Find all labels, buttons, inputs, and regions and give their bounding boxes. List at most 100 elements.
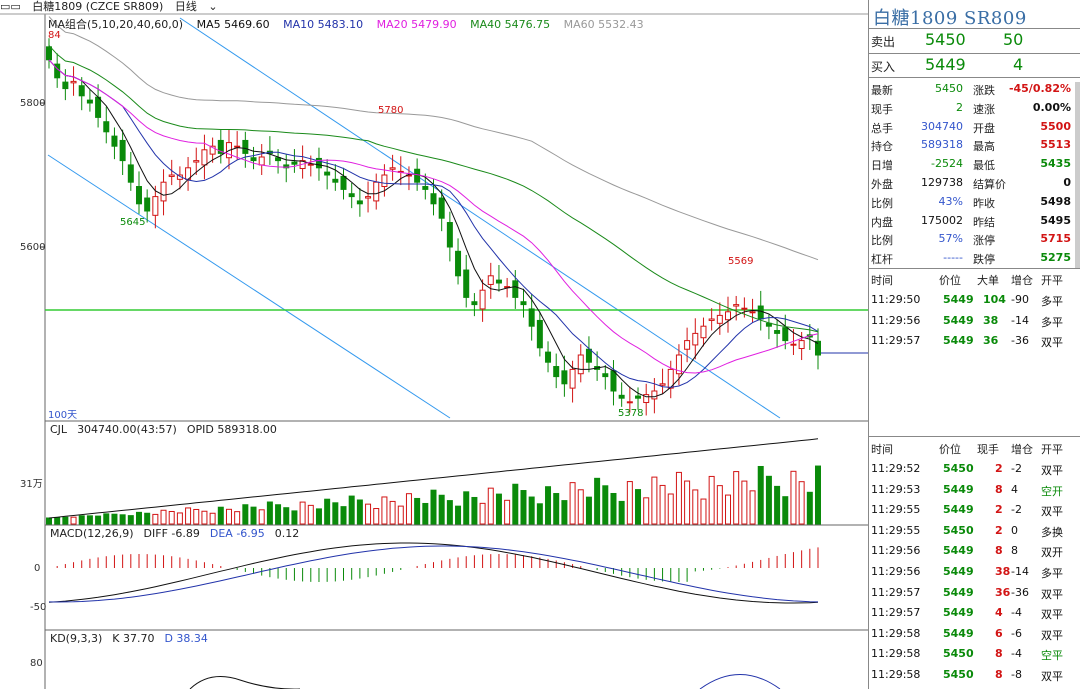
big-order-row[interactable]: 11:29:56 5449 38 -14 多平 [869,312,1080,332]
volume-bar [54,516,61,525]
tick-cell: -6 [1011,626,1022,640]
candle-body [626,401,633,404]
volume-bar [675,471,682,525]
tick-row[interactable]: 11:29:58 5449 6 -6 双平 [869,625,1080,645]
column-header[interactable]: 价位 [939,443,961,456]
macd-indicator-name[interactable]: MACD(12,26,9) [50,527,134,540]
instrument-label[interactable]: 白糖1809 (CZCE SR809) [32,0,164,13]
tick-row[interactable]: 11:29:55 5450 2 0 多换 [869,522,1080,542]
tick-row[interactable]: 11:29:57 5449 36 -36 双平 [869,584,1080,604]
stat-value: 589318 [921,138,963,152]
stat-label: 日增 [871,159,893,173]
sell-row[interactable]: 卖出 5450 50 [869,30,1080,51]
high-mark: 84 [48,30,61,41]
column-header[interactable]: 开平 [1041,274,1063,287]
vol-indicator-name[interactable]: CJL [50,423,68,436]
candle-body [700,325,707,339]
candle-body [635,395,642,399]
big-order-row[interactable]: 11:29:50 5449 104 -90 多平 [869,291,1080,311]
candle-body [446,222,453,248]
candle-body [168,174,175,177]
volume-bar [479,502,486,525]
scrollbar[interactable] [1075,82,1080,268]
tick-row[interactable]: 11:29:52 5450 2 -2 双平 [869,460,1080,480]
price-tick: 5800 [20,98,46,109]
kd-indicator-name[interactable]: KD(9,3,3) [50,632,103,645]
candle-body [610,370,617,392]
volume-bar [111,513,118,525]
vol-tick: 31万 [20,479,43,490]
stat-label: 最新 [871,84,893,97]
ma-group-label[interactable]: MA组合(5,10,20,40,60,0) [48,18,184,31]
volume-bar [234,511,241,525]
candle-body [585,348,592,363]
period-selector[interactable]: 日线 ⌄ [175,0,226,13]
tick-cell: 2 [995,503,1003,517]
column-header[interactable]: 现手 [977,443,999,456]
column-header[interactable]: 价位 [939,274,961,287]
volume-bar [643,497,650,525]
volume-bar [585,496,592,525]
big-order-cell: 11:29:50 [871,293,921,306]
tick-row[interactable]: 11:29:56 5449 8 8 双开 [869,542,1080,562]
stat-value: ----- [943,251,963,265]
volume-bar [291,510,298,525]
volume-bar [315,508,322,525]
tick-cell: 5450 [943,462,974,475]
column-header[interactable]: 增仓 [1011,274,1033,287]
big-orders-header: 时间 价位 大单 增仓 开平 [869,272,1080,292]
volume-bar [725,494,732,525]
tick-cell: 5449 [943,585,974,599]
tick-row[interactable]: 11:29:57 5449 4 -4 双平 [869,604,1080,624]
stat-value: 5513 [1040,138,1071,152]
candle-body [675,354,682,375]
stat-value: 0 [1063,176,1071,189]
kline-chart[interactable] [0,0,868,689]
candle-body [815,340,821,356]
big-order-row[interactable]: 11:29:57 5449 36 -36 双平 [869,332,1080,352]
column-header[interactable]: 时间 [871,443,893,456]
quote-stat-row: 总手 304740 开盘 5500 [869,118,1080,138]
tick-row[interactable]: 11:29:55 5449 2 -2 双平 [869,501,1080,521]
buy-row[interactable]: 买入 5449 4 [869,55,1080,76]
big-order-cell: 多平 [1041,315,1063,329]
stat-value: -2524 [931,157,963,171]
volume-bar [152,513,159,525]
tick-cell: 11:29:55 [871,523,921,537]
candle-body [782,327,789,342]
ma-legend: MA组合(5,10,20,40,60,0) MA5 5469.60 MA10 5… [48,16,654,32]
chart-pane[interactable]: ▭▭ 白糖1809 (CZCE SR809) 日线 ⌄ MA组合(5,10,20… [0,0,868,689]
quote-stat-row: 外盘 129738 结算价 0 [869,174,1080,194]
column-header[interactable]: 时间 [871,274,893,287]
candle-body [78,85,85,97]
tick-row[interactable]: 11:29:56 5449 38 -14 多平 [869,563,1080,583]
tick-row[interactable]: 11:29:53 5449 8 4 空开 [869,481,1080,501]
volume-bar [438,494,445,525]
macd-diff-line [48,542,819,604]
candle-body [307,163,314,166]
column-header[interactable]: 增仓 [1011,443,1033,456]
quote-stat-row: 杠杆 ----- 跌停 5275 [869,249,1080,269]
volume-bar [365,503,372,525]
column-header[interactable]: 开平 [1041,443,1063,456]
candle-body [430,193,437,205]
column-header[interactable]: 大单 [977,274,999,287]
quote-stat-row: 比例 57% 涨停 5715 [869,230,1080,250]
volume-bar [332,502,339,525]
layout-icon[interactable]: ▭▭ [0,0,21,13]
volume-bar [741,480,748,525]
volume-bar [275,504,282,525]
tick-cell: 5449 [943,482,974,496]
candle-body [602,373,609,378]
stat-label: 现手 [871,102,893,116]
candle-body [242,139,249,154]
ma10-value: MA10 5483.10 [283,18,364,31]
stat-value: 5715 [1040,232,1071,246]
volume-bar [201,510,208,525]
tick-row[interactable]: 11:29:58 5450 8 -4 空平 [869,645,1080,665]
candle-body [348,193,355,198]
tick-row[interactable]: 11:29:58 5450 8 -8 双平 [869,666,1080,686]
tick-cell: 双平 [1041,587,1063,601]
volume-bar [381,496,388,525]
stat-value: -45/0.82% [1008,82,1071,95]
